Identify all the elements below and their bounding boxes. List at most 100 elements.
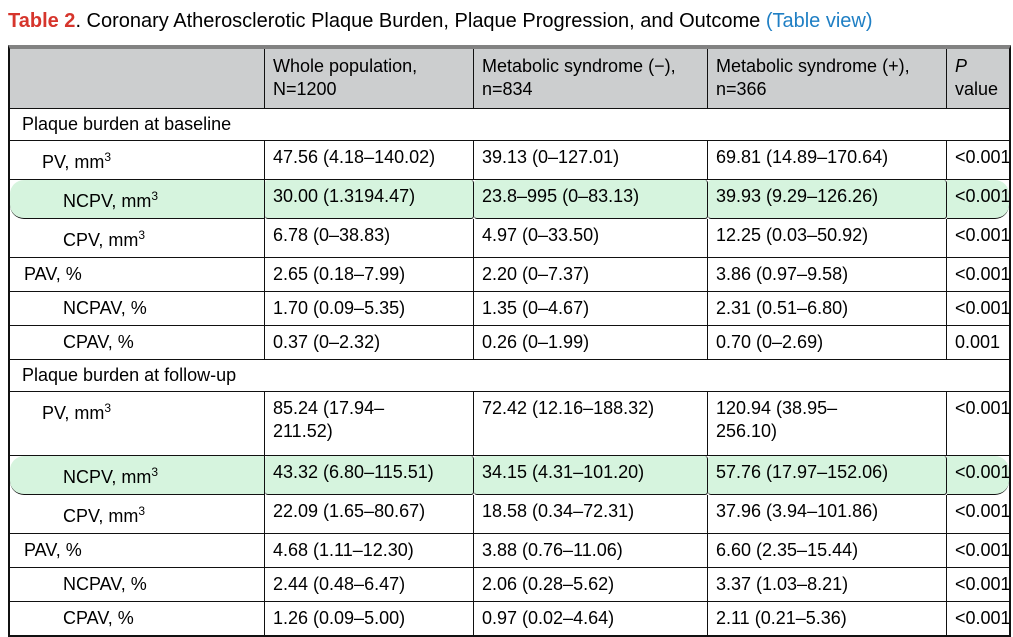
value-cell: 0.26 (0–1.99) xyxy=(474,326,708,360)
p-rest: value xyxy=(955,79,999,99)
p-value-cell: <0.001 xyxy=(947,568,1009,602)
table-number: Table 2 xyxy=(8,10,76,32)
row-label-superscript: 3 xyxy=(151,465,159,479)
p-symbol: P xyxy=(955,56,968,76)
table-row: NCPAV, % 1.70 (0.09–5.35) 1.35 (0–4.67) 2.3… xyxy=(10,292,1009,326)
row-label-text: CPV, mm xyxy=(63,506,139,526)
value-cell: 4.97 (0–33.50) xyxy=(474,219,708,258)
col-header-empty xyxy=(10,49,265,109)
row-label-superscript: 3 xyxy=(138,504,146,518)
value-cell: 2.06 (0.28–5.62) xyxy=(474,568,708,602)
section-header-row: Plaque burden at baseline xyxy=(10,109,1009,141)
row-label-superscript: 3 xyxy=(151,189,159,203)
row-label: NCPAV, % xyxy=(10,292,265,326)
p-value-cell: <0.001 xyxy=(947,180,1009,219)
row-label: CPAV, % xyxy=(10,602,265,635)
value-cell: 39.13 (0–127.01) xyxy=(474,141,708,180)
value-cell: 0.97 (0.02–4.64) xyxy=(474,602,708,635)
value-cell: 1.70 (0.09–5.35) xyxy=(265,292,474,326)
row-label: PV, mm3 xyxy=(10,392,265,456)
value-cell: 0.70 (0–2.69) xyxy=(708,326,947,360)
row-label-text: PV, mm xyxy=(42,403,105,423)
row-label: PAV, % xyxy=(10,534,265,568)
value-cell: 34.15 (4.31–101.20) xyxy=(474,456,708,495)
section-header: Plaque burden at baseline xyxy=(10,109,1009,141)
p-value-cell: <0.001 xyxy=(947,219,1009,258)
table-title: Table 2. Coronary Atherosclerotic Plaque… xyxy=(8,8,1008,34)
value-cell: 1.26 (0.09–5.00) xyxy=(265,602,474,635)
table-row: CPV, mm3 22.09 (1.65–80.67) 18.58 (0.34–72… xyxy=(10,495,1009,534)
row-label-text: NCPAV, % xyxy=(63,574,147,594)
value-cell: 69.81 (14.89–170.64) xyxy=(708,141,947,180)
table-row: CPAV, % 1.26 (0.09–5.00) 0.97 (0.02–4.64) 2… xyxy=(10,602,1009,635)
value-cell: 85.24 (17.94– 211.52) xyxy=(265,392,474,456)
value-cell: 43.32 (6.80–115.51) xyxy=(265,456,474,495)
table-row: NCPV, mm3 30.00 (1.3194.47) 23.8–995 (0–83… xyxy=(10,180,1009,219)
table-row: NCPAV, % 2.44 (0.48–6.47) 2.06 (0.28–5.62)… xyxy=(10,568,1009,602)
value-cell: 3.37 (1.03–8.21) xyxy=(708,568,947,602)
p-value-cell: <0.001 xyxy=(947,392,1009,456)
p-value-cell: <0.001 xyxy=(947,258,1009,292)
col-header-whole-population: Whole population, N=1200 xyxy=(265,49,474,109)
p-value-cell: 0.001 xyxy=(947,326,1009,360)
title-text: . Coronary Atherosclerotic Plaque Burden… xyxy=(75,10,766,32)
value-cell: 30.00 (1.3194.47) xyxy=(265,180,474,219)
plaque-burden-table: Whole population, N=1200 Metabolic syndr… xyxy=(8,45,1011,637)
value-cell: 2.11 (0.21–5.36) xyxy=(708,602,947,635)
col-header-mets-negative: Metabolic syndrome (−), n=834 xyxy=(474,49,708,109)
p-value-cell: <0.001 xyxy=(947,141,1009,180)
p-value-cell: <0.001 xyxy=(947,292,1009,326)
value-cell: 39.93 (9.29–126.26) xyxy=(708,180,947,219)
value-cell: 6.60 (2.35–15.44) xyxy=(708,534,947,568)
value-cell: 2.31 (0.51–6.80) xyxy=(708,292,947,326)
row-label-text: PAV, % xyxy=(24,264,82,284)
header-row: Whole population, N=1200 Metabolic syndr… xyxy=(10,49,1009,109)
value-cell: 47.56 (4.18–140.02) xyxy=(265,141,474,180)
value-cell: 18.58 (0.34–72.31) xyxy=(474,495,708,534)
row-label-superscript: 3 xyxy=(104,150,112,164)
value-cell: 12.25 (0.03–50.92) xyxy=(708,219,947,258)
row-label-superscript: 3 xyxy=(104,401,112,415)
value-cell: 2.44 (0.48–6.47) xyxy=(265,568,474,602)
value-cell: 120.94 (38.95– 256.10) xyxy=(708,392,947,456)
row-label: PAV, % xyxy=(10,258,265,292)
value-cell: 3.86 (0.97–9.58) xyxy=(708,258,947,292)
row-label-text: PAV, % xyxy=(24,540,82,560)
value-cell: 2.65 (0.18–7.99) xyxy=(265,258,474,292)
row-label: CPV, mm3 xyxy=(10,495,265,534)
row-label-text: NCPV, mm xyxy=(63,191,152,211)
section-header: Plaque burden at follow-up xyxy=(10,360,1009,392)
value-cell: 23.8–995 (0–83.13) xyxy=(474,180,708,219)
table-row: NCPV, mm3 43.32 (6.80–115.51) 34.15 (4.31–… xyxy=(10,456,1009,495)
value-cell: 4.68 (1.11–12.30) xyxy=(265,534,474,568)
value-cell: 22.09 (1.65–80.67) xyxy=(265,495,474,534)
col-header-mets-positive: Metabolic syndrome (+), n=366 xyxy=(708,49,947,109)
value-cell: 0.37 (0–2.32) xyxy=(265,326,474,360)
p-value-cell: <0.001 xyxy=(955,608,1009,628)
table-row: CPV, mm3 6.78 (0–38.83) 4.97 (0–33.50) 12.2… xyxy=(10,219,1009,258)
row-label-text: NCPAV, % xyxy=(63,298,147,318)
row-label-text: CPAV, % xyxy=(63,332,134,352)
row-label: NCPV, mm3 xyxy=(10,456,265,495)
table-row: CPAV, % 0.37 (0–2.32) 0.26 (0–1.99) 0.70 (0… xyxy=(10,326,1009,360)
table-view-link[interactable]: (Table view) xyxy=(765,10,873,32)
p-value-cell: <0.001 xyxy=(947,534,1009,568)
row-label: NCPV, mm3 xyxy=(10,180,265,219)
table-row: PAV, % 2.65 (0.18–7.99) 2.20 (0–7.37) 3.86 … xyxy=(10,258,1009,292)
table-row: PAV, % 4.68 (1.11–12.30) 3.88 (0.76–11.06)… xyxy=(10,534,1009,568)
row-label-text: NCPV, mm xyxy=(63,467,152,487)
value-cell: 3.88 (0.76–11.06) xyxy=(474,534,708,568)
row-label: NCPAV, % xyxy=(10,568,265,602)
value-cell: 72.42 (12.16–188.32) xyxy=(474,392,708,456)
value-cell: 6.78 (0–38.83) xyxy=(265,219,474,258)
p-value-cell: <0.001 xyxy=(947,495,1009,534)
row-label-superscript: 3 xyxy=(138,228,146,242)
row-label-text: CPV, mm xyxy=(63,230,139,250)
section-header-row: Plaque burden at follow-up xyxy=(10,360,1009,392)
p-value-cell: <0.001 xyxy=(947,456,1009,495)
col-header-p-value: P value xyxy=(947,49,1009,109)
row-label-text: PV, mm xyxy=(42,152,105,172)
table-row: PV, mm3 47.56 (4.18–140.02) 39.13 (0–127.0… xyxy=(10,141,1009,180)
row-label-text: CPAV, % xyxy=(63,608,134,628)
